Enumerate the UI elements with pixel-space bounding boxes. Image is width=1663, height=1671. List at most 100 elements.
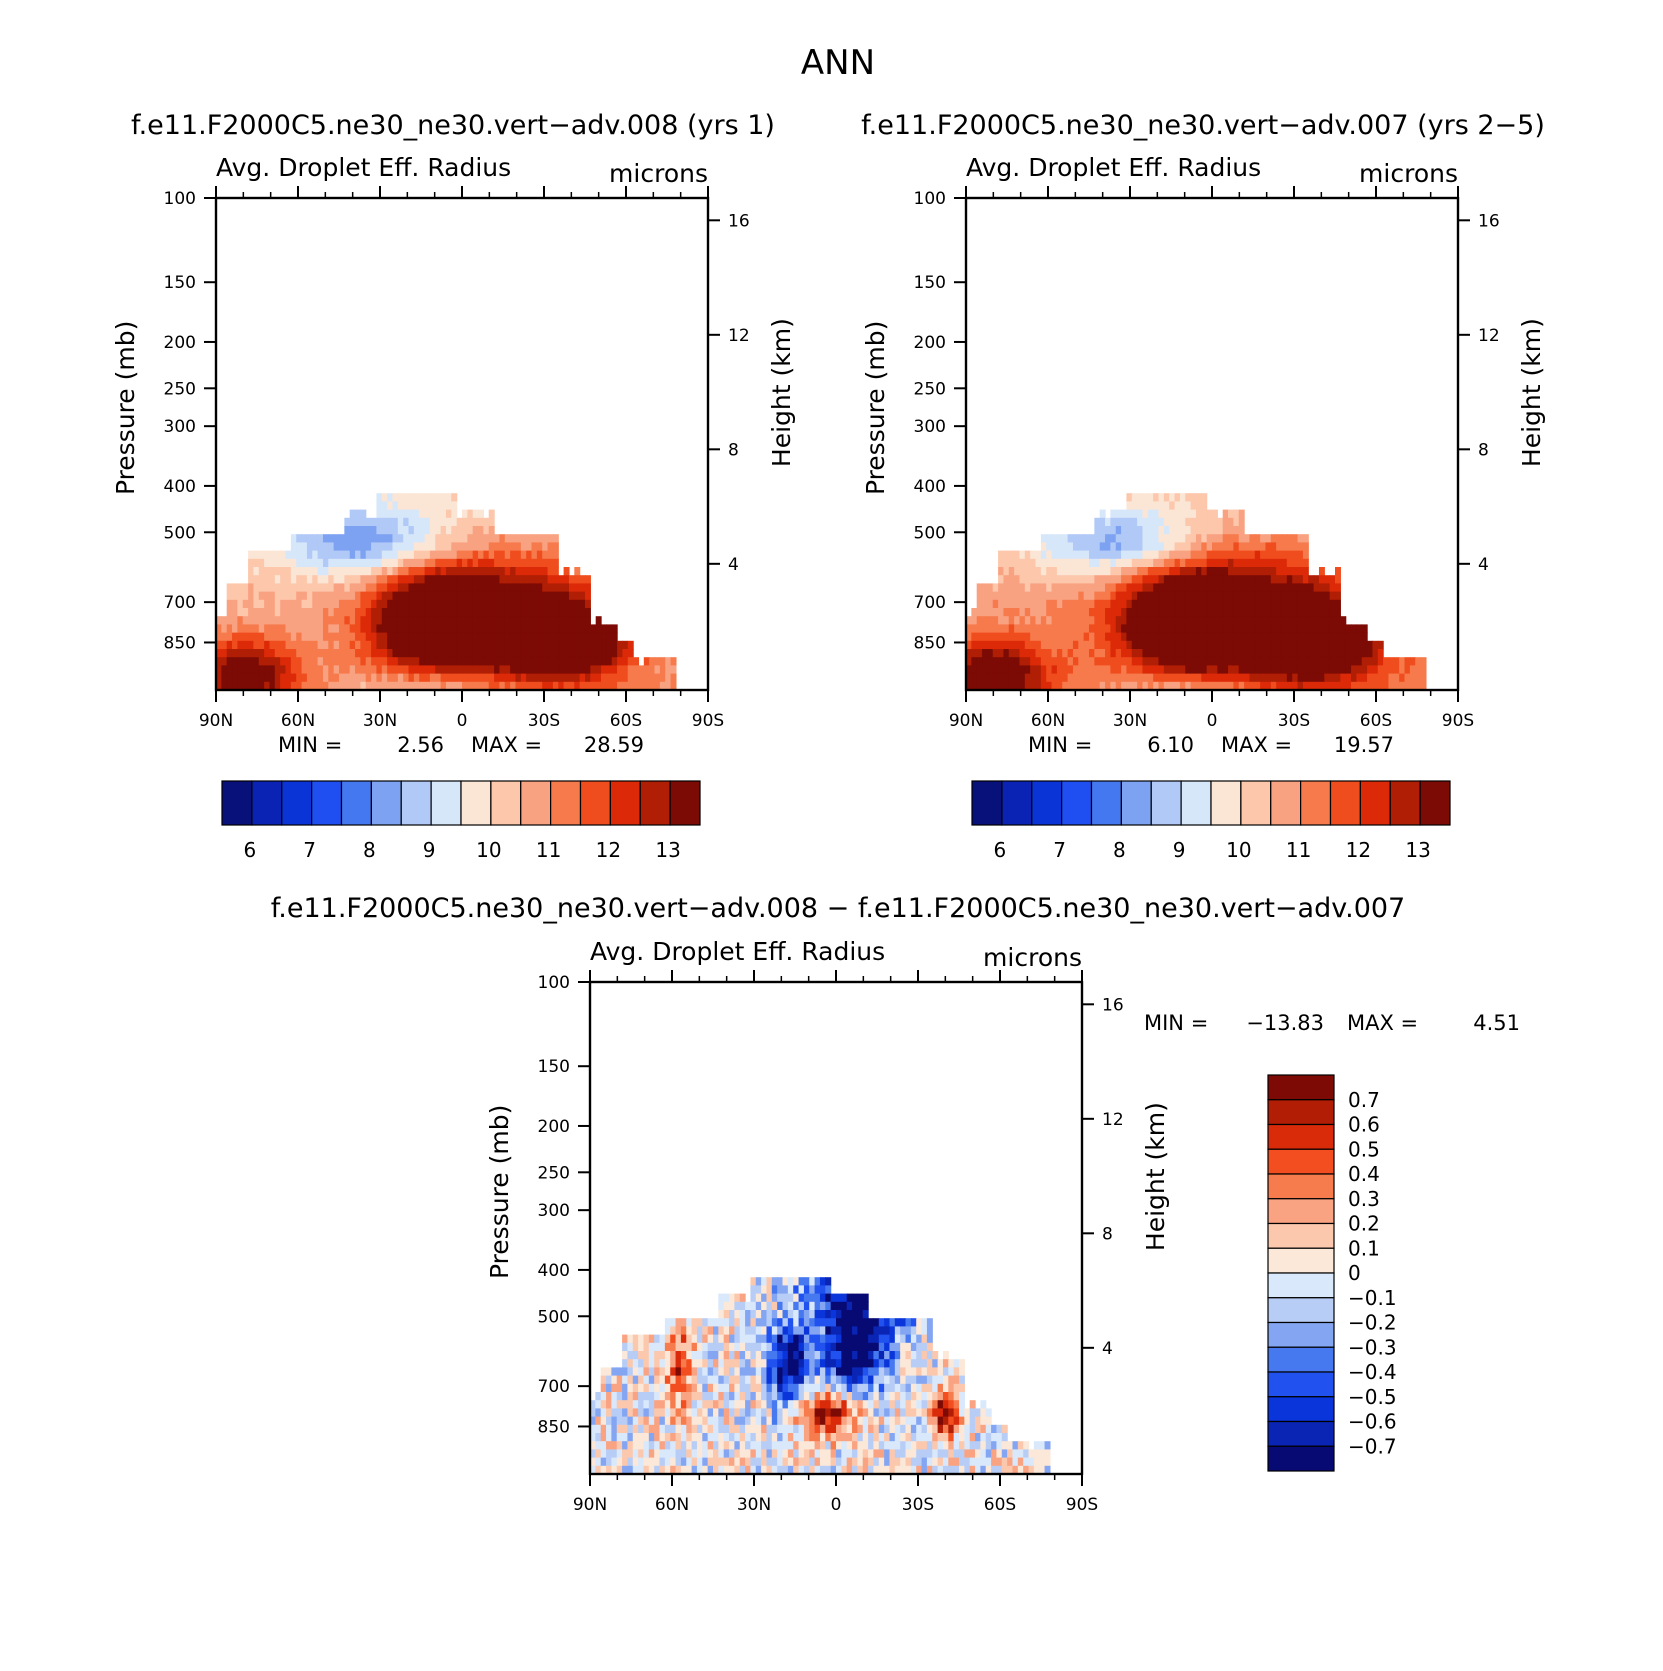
heatmap-cell: [269, 550, 276, 560]
heatmap-cell: [846, 1457, 853, 1467]
heatmap-cell: [648, 1449, 655, 1459]
heatmap-cell: [680, 1334, 687, 1344]
heatmap-cell: [1099, 632, 1106, 642]
heatmap-cell: [1051, 550, 1058, 560]
heatmap-cell: [992, 665, 999, 675]
heatmap-cell: [755, 1293, 762, 1303]
heatmap-cell: [910, 1457, 917, 1467]
heatmap-cell: [1222, 640, 1229, 650]
heatmap-cell: [814, 1342, 821, 1352]
heatmap-cell: [739, 1441, 746, 1450]
heatmap-cell: [836, 1293, 842, 1303]
heatmap-cell: [1297, 542, 1304, 552]
heatmap-cell: [467, 624, 474, 634]
heatmap-cell: [900, 1433, 907, 1442]
heatmap-cell: [472, 526, 479, 535]
heatmap-cell: [1035, 575, 1042, 584]
heatmap-cell: [520, 681, 527, 691]
heatmap-cell: [707, 1400, 714, 1409]
heatmap-cell: [392, 657, 399, 666]
heatmap-cell: [921, 1367, 928, 1377]
heatmap-cell: [718, 1424, 725, 1434]
heatmap-cell: [424, 542, 431, 552]
heatmap-cell: [1115, 558, 1122, 568]
heatmap-cell: [1158, 493, 1165, 502]
heatmap-cell: [878, 1318, 885, 1327]
heatmap-cell: [734, 1457, 741, 1467]
heatmap-cell: [1019, 665, 1026, 675]
heatmap-cell: [873, 1318, 880, 1327]
heatmap-cell: [456, 583, 463, 593]
heatmap-cell: [1377, 657, 1384, 666]
heatmap-cell: [1212, 616, 1218, 625]
heatmap-cell: [1185, 493, 1192, 502]
heatmap-cell: [670, 1441, 677, 1450]
heatmap-cell: [1302, 608, 1309, 617]
heatmap-cell: [627, 1441, 634, 1450]
heatmap-cell: [216, 649, 222, 658]
x-tick-label: 30N: [363, 711, 397, 731]
heatmap-cell: [718, 1326, 725, 1336]
heatmap-cell: [718, 1359, 725, 1368]
heatmap-cell: [424, 550, 431, 560]
heatmap-cell: [670, 1408, 677, 1418]
heatmap-cell: [884, 1326, 891, 1336]
heatmap-cell: [702, 1342, 709, 1352]
heatmap-cell: [916, 1351, 923, 1360]
heatmap-cell: [408, 526, 415, 535]
heatmap-cell: [322, 575, 329, 584]
heatmap-cell: [429, 526, 436, 535]
heatmap-cell: [349, 591, 356, 601]
heatmap-cell: [611, 673, 618, 683]
heatmap-cell: [568, 673, 575, 683]
heatmap-cell: [1158, 501, 1165, 511]
heatmap-cell: [1345, 649, 1352, 658]
heatmap-cell: [1201, 624, 1208, 634]
heatmap-cell: [328, 591, 335, 601]
heatmap-cell: [841, 1310, 848, 1319]
heatmap-cell: [221, 657, 228, 666]
heatmap-cell: [1335, 632, 1341, 642]
heatmap-cell: [1158, 681, 1165, 691]
heatmap-cell: [274, 640, 281, 650]
heatmap-cell: [985, 1408, 992, 1418]
heatmap-cell: [280, 567, 287, 576]
heatmap-cell: [526, 575, 533, 584]
heatmap-cell: [793, 1293, 800, 1303]
heatmap-cell: [456, 567, 463, 576]
colorbar-box: [1267, 1123, 1335, 1150]
heatmap-cell: [814, 1359, 821, 1368]
heatmap-cell: [702, 1416, 709, 1426]
heatmap-cell: [1142, 616, 1149, 625]
heatmap-cell: [825, 1400, 832, 1409]
heatmap-cell: [574, 591, 581, 601]
heatmap-cell: [1276, 575, 1283, 584]
heatmap-cell: [472, 509, 479, 519]
heatmap-cell: [520, 575, 527, 584]
heatmap-cell: [622, 657, 629, 666]
heatmap-cell: [1383, 657, 1390, 666]
colorbar-box: [1240, 780, 1272, 826]
heatmap-cell: [1286, 567, 1293, 576]
heatmap-cell: [520, 599, 527, 609]
heatmap-cell: [787, 1457, 794, 1467]
heatmap-cell: [777, 1301, 784, 1311]
heatmap-cell: [771, 1318, 778, 1327]
heatmap-cell: [1238, 640, 1245, 650]
heatmap-cell: [632, 1465, 639, 1475]
heatmap-cell: [1292, 583, 1299, 593]
heatmap-cell: [889, 1318, 896, 1327]
heatmap-cell: [868, 1392, 875, 1401]
heatmap-cell: [606, 649, 613, 658]
heatmap-cell: [884, 1408, 891, 1418]
heatmap-cell: [921, 1416, 928, 1426]
y-right-tick-label: 8: [1478, 440, 1489, 460]
heatmap-cell: [1072, 608, 1079, 617]
heatmap-cell: [830, 1342, 837, 1352]
heatmap-cell: [686, 1441, 693, 1450]
heatmap-cell: [798, 1310, 805, 1319]
heatmap-cell: [632, 1351, 639, 1360]
heatmap-cell: [445, 558, 452, 568]
heatmap-cell: [750, 1392, 757, 1401]
heatmap-cell: [761, 1285, 768, 1295]
